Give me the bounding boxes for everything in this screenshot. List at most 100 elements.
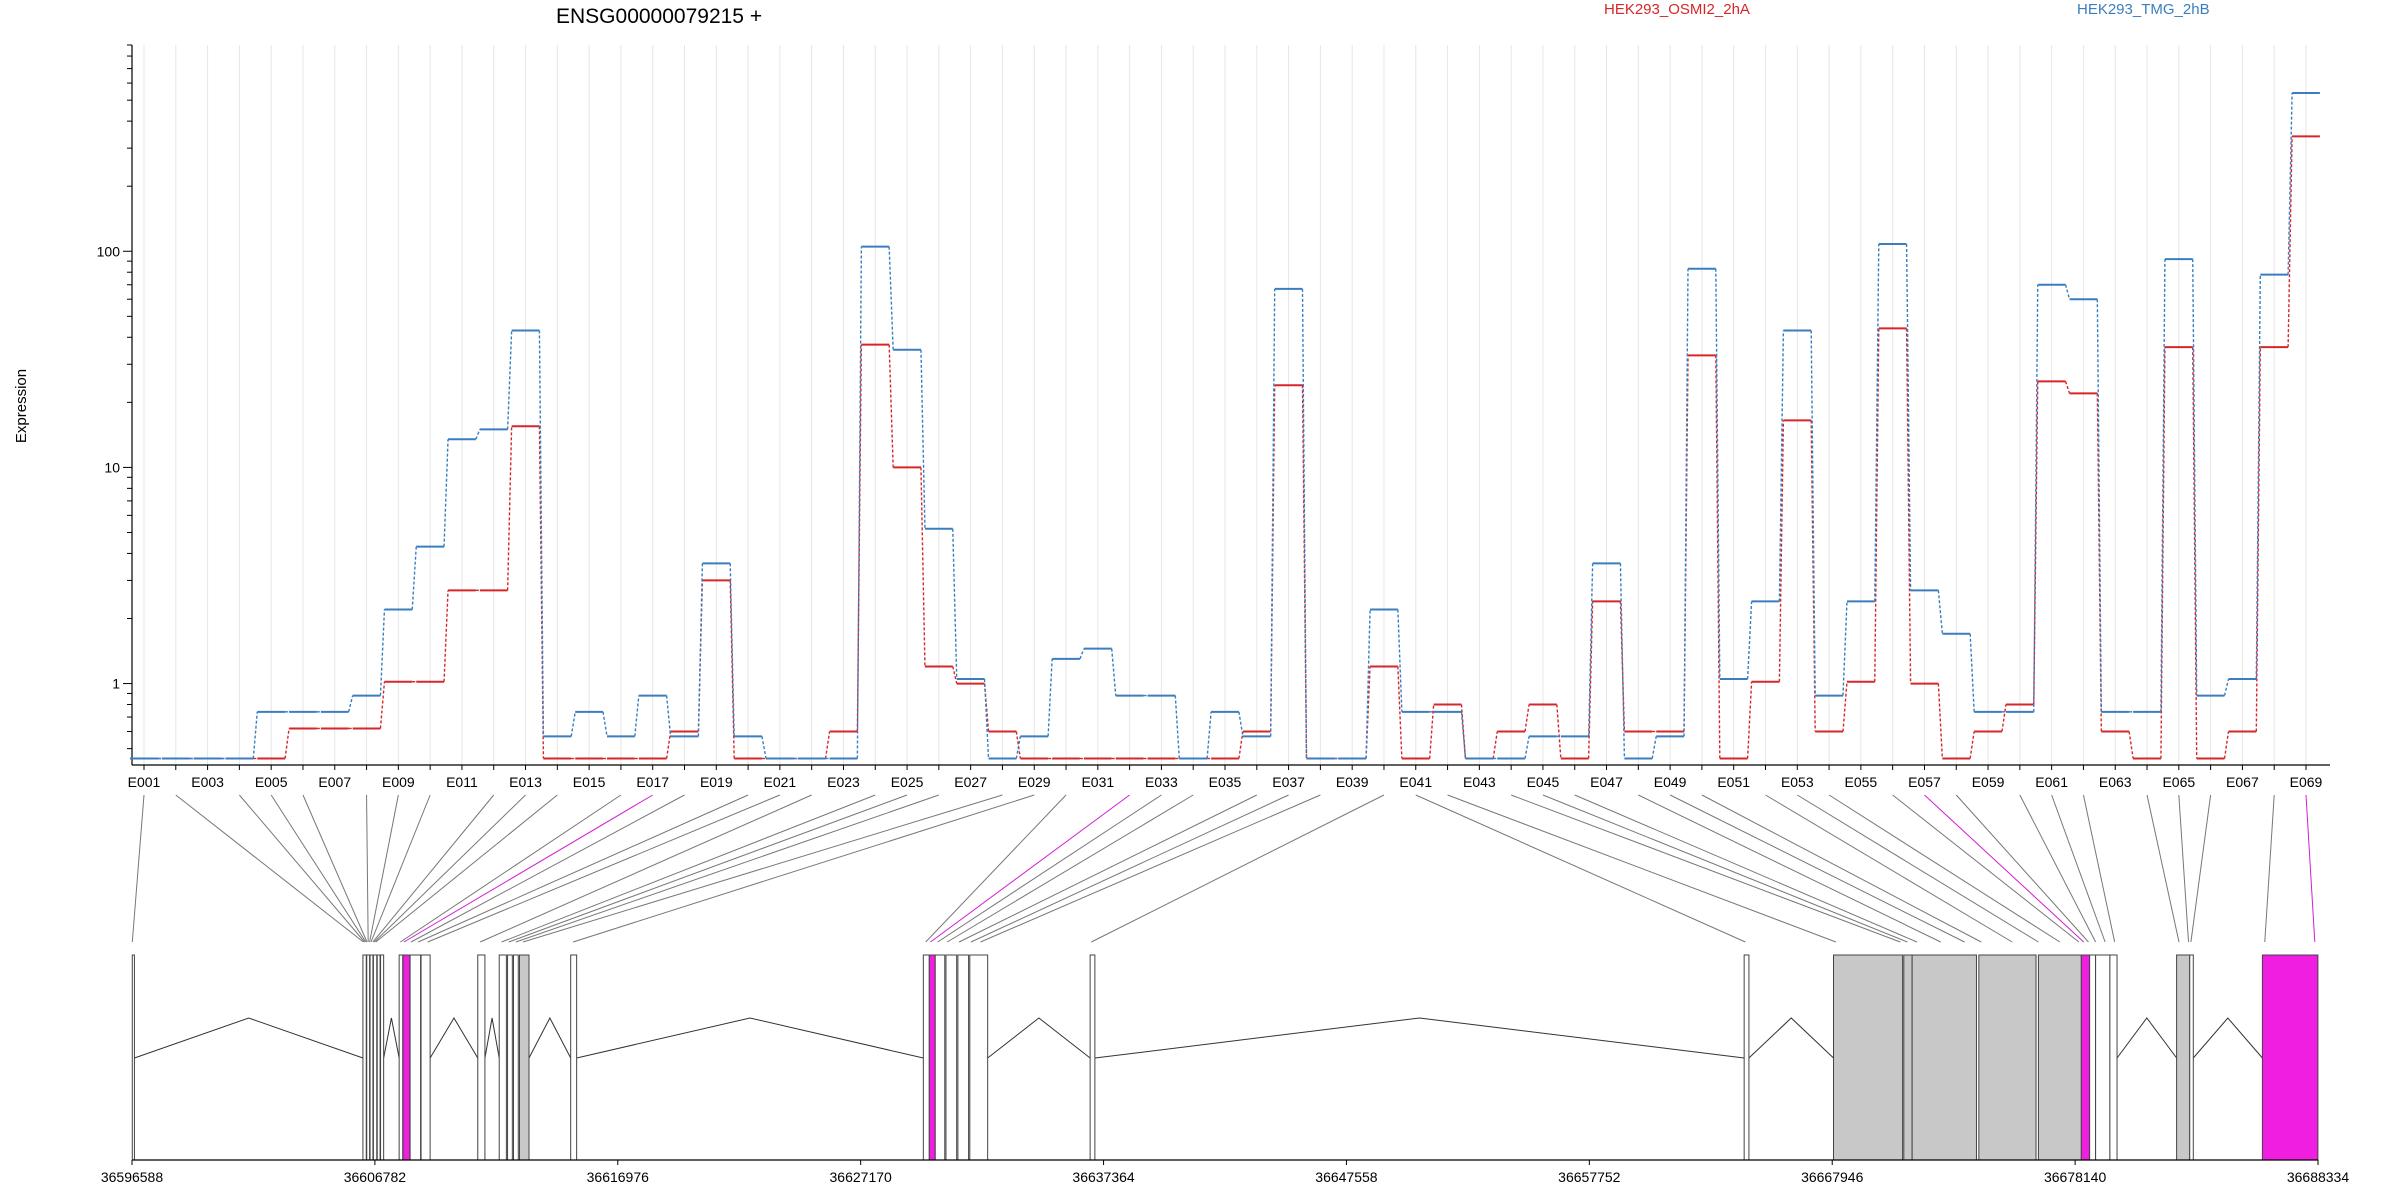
connector-line — [501, 794, 876, 943]
exon-block — [969, 954, 989, 1161]
exon-block — [498, 954, 507, 1161]
x-tick-label: E031 — [1081, 774, 1114, 790]
connector-line — [2146, 794, 2180, 943]
coordinate-tick-label: 36637364 — [1072, 1169, 1135, 1185]
exon-block — [1833, 954, 1904, 1161]
transition-line — [252, 711, 258, 759]
y-tick-label: 1 — [112, 676, 120, 692]
transition-line — [1842, 601, 1848, 696]
connector-line — [1892, 794, 2080, 943]
x-tick-label: E057 — [1908, 774, 1941, 790]
transition-line — [443, 590, 449, 682]
intron-line — [383, 1017, 400, 1059]
x-tick-label: E033 — [1145, 774, 1178, 790]
transition-line — [1651, 736, 1657, 759]
transition-line — [1397, 666, 1403, 759]
transition-line — [1269, 288, 1276, 737]
exon-block — [477, 954, 486, 1161]
coordinate-tick-label: 36596588 — [101, 1169, 164, 1185]
connector-line — [2305, 794, 2316, 943]
transition-line — [2033, 381, 2039, 705]
x-tick-label: E003 — [191, 774, 224, 790]
transition-line — [1015, 731, 1022, 759]
genomic-coordinate-axis: 36596588 36606782 36616976 36627170 36637364… — [101, 1159, 2350, 1185]
exon-block — [131, 954, 135, 1161]
transition-line — [284, 728, 290, 759]
connector-line — [1447, 794, 1837, 943]
transition-line — [2096, 299, 2103, 712]
exon-block — [2176, 954, 2191, 1161]
exon-block — [957, 954, 970, 1161]
transition-line — [888, 344, 894, 468]
transition-line — [665, 695, 672, 737]
connector-line — [980, 794, 1321, 943]
connector-line — [1638, 794, 1941, 943]
connector-line — [366, 794, 369, 943]
transition-line — [443, 439, 449, 547]
transition-line — [2064, 381, 2071, 394]
transition-line — [1969, 633, 1975, 712]
connector-line — [2264, 794, 2275, 943]
connector-line — [374, 794, 526, 943]
connector-line — [522, 794, 1003, 943]
connector-line — [1574, 794, 1918, 943]
transition-line — [2287, 136, 2293, 348]
exon-block — [398, 954, 404, 1161]
transition-line — [2223, 731, 2230, 759]
transition-line — [1556, 704, 1562, 759]
coordinate-tick-label: 36647558 — [1315, 1169, 1378, 1185]
transition-line — [1746, 601, 1753, 680]
transition-line — [475, 429, 481, 440]
transition-line — [1015, 736, 1022, 759]
x-tick-label: E055 — [1845, 774, 1878, 790]
transition-line — [1905, 244, 1912, 591]
x-tick-label: E047 — [1590, 774, 1623, 790]
axes: 1 10 100 E001 E003 E005 E007 E009 E011 E013 E015 E0… — [97, 44, 2330, 790]
coordinate-tick-label: 36688334 — [2287, 1169, 2350, 1185]
transition-line — [347, 695, 354, 712]
x-tick-label: E041 — [1399, 774, 1432, 790]
connector-line — [2178, 794, 2190, 943]
transition-line — [1111, 648, 1117, 696]
y-tick-label: 10 — [104, 459, 120, 475]
connector-line — [2051, 794, 2106, 943]
exon-block — [2261, 954, 2319, 1161]
exon-block — [2189, 954, 2194, 1161]
transition-line — [1715, 268, 1721, 679]
connector-line — [2019, 794, 2097, 943]
transition-line — [1460, 711, 1467, 759]
transition-line — [379, 681, 386, 729]
transition-line — [1619, 563, 1626, 759]
intron-line — [429, 1017, 479, 1059]
transition-line — [1842, 681, 1848, 732]
exon-block — [1089, 954, 1096, 1161]
transition-line — [2223, 678, 2230, 696]
x-tick-label: E025 — [891, 774, 924, 790]
intron-line — [987, 1017, 1091, 1059]
transition-line — [2160, 347, 2166, 759]
transition-line — [2128, 731, 2134, 759]
connector-line — [2082, 794, 2116, 943]
transition-line — [2001, 704, 2007, 732]
transition-line — [634, 695, 640, 737]
transition-line — [920, 467, 926, 667]
connector-line — [970, 794, 1289, 943]
x-tick-label: E009 — [382, 774, 415, 790]
transition-line — [2160, 259, 2166, 712]
exon-block — [570, 954, 578, 1161]
connector-line — [937, 794, 1162, 943]
y-tick-label: 100 — [97, 243, 121, 259]
intron-line — [528, 1016, 572, 1059]
transition-line — [1905, 328, 1912, 684]
exon-block — [362, 954, 367, 1161]
intron-line — [2116, 1017, 2178, 1059]
x-tick-label: E063 — [2099, 774, 2132, 790]
transition-line — [1969, 731, 1975, 759]
exon-block — [945, 954, 958, 1161]
transition-line — [824, 731, 831, 759]
legend-entry-tmg: HEK293_TMG_2hB — [2077, 1, 2210, 18]
transition-line — [2064, 284, 2071, 300]
series-lines — [130, 91, 2320, 760]
coordinate-tick-label: 36657752 — [1558, 1169, 1621, 1185]
exon-block — [1911, 954, 1977, 1161]
